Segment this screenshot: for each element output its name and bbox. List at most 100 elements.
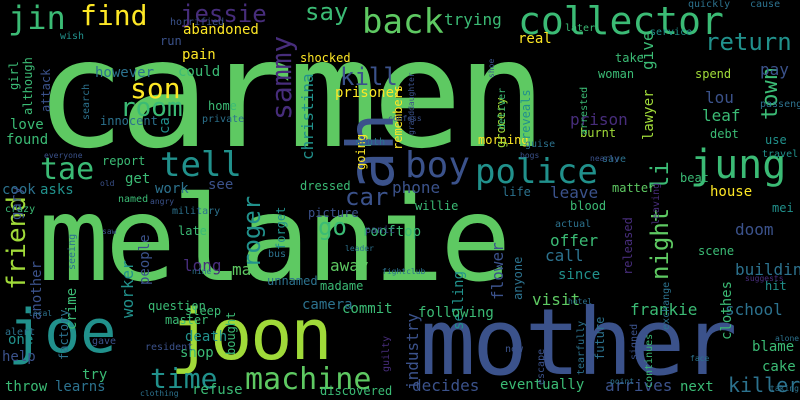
word: quickly [688, 0, 731, 10]
word: bogs [520, 151, 540, 160]
word: frankie [630, 300, 698, 319]
word: return [705, 28, 792, 56]
word: worker [118, 260, 137, 318]
word: could [178, 64, 221, 80]
word: work [155, 181, 189, 197]
word: building [735, 260, 800, 279]
word: confess [388, 114, 422, 123]
word: willie [415, 199, 459, 213]
word: get [125, 171, 151, 187]
word: save [602, 154, 627, 165]
word: boy [405, 145, 471, 186]
word: however [95, 65, 155, 81]
word: panic [365, 225, 396, 236]
word: master [165, 313, 209, 327]
word: travel [762, 149, 799, 160]
word: try [82, 367, 108, 383]
word: granddaughter [407, 72, 416, 135]
word: cake [762, 359, 796, 375]
word: school [725, 300, 783, 319]
word: private [202, 114, 245, 125]
word: phone [392, 178, 441, 197]
word: alert [5, 327, 36, 338]
word: anyone [511, 256, 525, 300]
word: horrified [170, 17, 225, 28]
word: leave [550, 183, 599, 202]
word: clothing [140, 389, 179, 398]
word: continues [644, 333, 655, 388]
word: long [183, 256, 222, 275]
word: home [208, 99, 237, 113]
word: sleep [185, 304, 222, 318]
word: saw [102, 227, 117, 236]
word: back [362, 2, 444, 42]
word: pain [182, 47, 216, 63]
word: use [765, 133, 787, 147]
word: attack [39, 68, 53, 112]
word: mother [420, 289, 737, 396]
word: jessie [180, 0, 267, 28]
word: visit [532, 290, 581, 309]
word: exchange [661, 281, 672, 330]
word: selling [451, 270, 467, 330]
word: guise [525, 139, 556, 150]
word: madame [320, 279, 364, 293]
word: see [208, 177, 234, 193]
word: car [345, 183, 389, 211]
word: tae [40, 152, 95, 187]
word: police [475, 152, 598, 192]
word: help [2, 349, 36, 365]
word: house [710, 184, 753, 200]
word: crazy [5, 204, 36, 215]
word: discovered [320, 384, 393, 398]
word: suggests [745, 274, 784, 283]
word: pay [760, 60, 789, 79]
word: innocent [100, 114, 158, 128]
word: tearfully [576, 320, 587, 375]
word: tell [160, 145, 242, 185]
word: leaving [651, 182, 662, 225]
word: christina [298, 73, 317, 160]
word: arrested [579, 86, 590, 135]
word: dressed [300, 179, 351, 193]
word: death [185, 329, 228, 345]
word: beat [680, 171, 709, 185]
word: shocked [300, 51, 351, 65]
word: leader [345, 244, 374, 253]
word: lou [705, 88, 734, 107]
word: spend [695, 67, 732, 81]
word: blood [570, 199, 607, 213]
word: blame [752, 339, 795, 355]
word: wish [60, 31, 85, 42]
word: rooftop [362, 224, 422, 240]
word: morning [478, 133, 529, 147]
word: trying [444, 10, 502, 29]
word: go [318, 213, 347, 241]
word: south [355, 137, 386, 148]
word: hotel [568, 297, 593, 306]
word: angry [150, 197, 175, 206]
word: joe [8, 297, 117, 367]
word: ca [157, 117, 173, 134]
word: learns [55, 379, 106, 395]
word: new [505, 344, 524, 355]
word: bought [224, 311, 238, 355]
word: taking [770, 384, 799, 393]
word: commit [342, 301, 393, 317]
word: face [690, 354, 710, 363]
word: resident [145, 342, 194, 353]
word: later [565, 23, 596, 34]
word: actual [555, 219, 592, 230]
word: since [558, 267, 601, 283]
word: carmen [35, 8, 547, 182]
word: collector [518, 0, 724, 43]
word: burnt [580, 126, 617, 140]
word: guilty [381, 335, 392, 372]
word: service [650, 27, 693, 38]
word: sammy [265, 35, 298, 120]
word: machine [245, 362, 372, 397]
word: fightclub [382, 267, 426, 276]
word: following [418, 305, 494, 321]
word: nearly [590, 154, 619, 163]
